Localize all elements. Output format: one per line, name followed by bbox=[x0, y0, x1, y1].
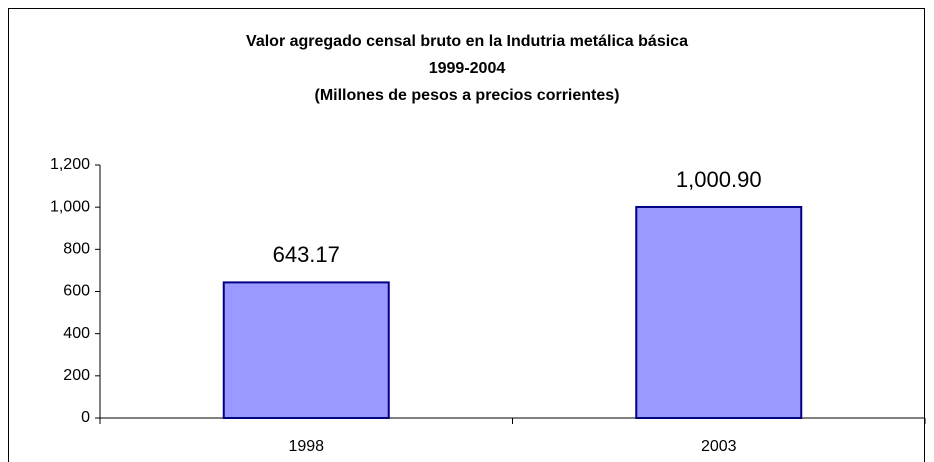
bar bbox=[222, 281, 390, 419]
y-tick-label: 0 bbox=[81, 409, 90, 426]
chart-subtitle: (Millones de pesos a precios corrientes) bbox=[315, 87, 620, 104]
y-tick-label: 600 bbox=[63, 283, 90, 300]
y-tick-label: 200 bbox=[63, 367, 90, 384]
data-label: 1,000.90 bbox=[676, 167, 762, 192]
chart-subtitle: 1999-2004 bbox=[429, 60, 506, 77]
y-tick-label: 1,200 bbox=[50, 156, 90, 173]
y-tick-label: 400 bbox=[63, 325, 90, 342]
data-label: 643.17 bbox=[273, 242, 340, 267]
y-tick-label: 800 bbox=[63, 241, 90, 258]
x-tick-label: 2003 bbox=[701, 438, 737, 455]
bar bbox=[635, 205, 803, 419]
chart-title: Valor agregado censal bruto en la Indutr… bbox=[246, 33, 688, 50]
x-tick-label: 1998 bbox=[288, 438, 324, 455]
y-tick-label: 1,000 bbox=[50, 198, 90, 215]
